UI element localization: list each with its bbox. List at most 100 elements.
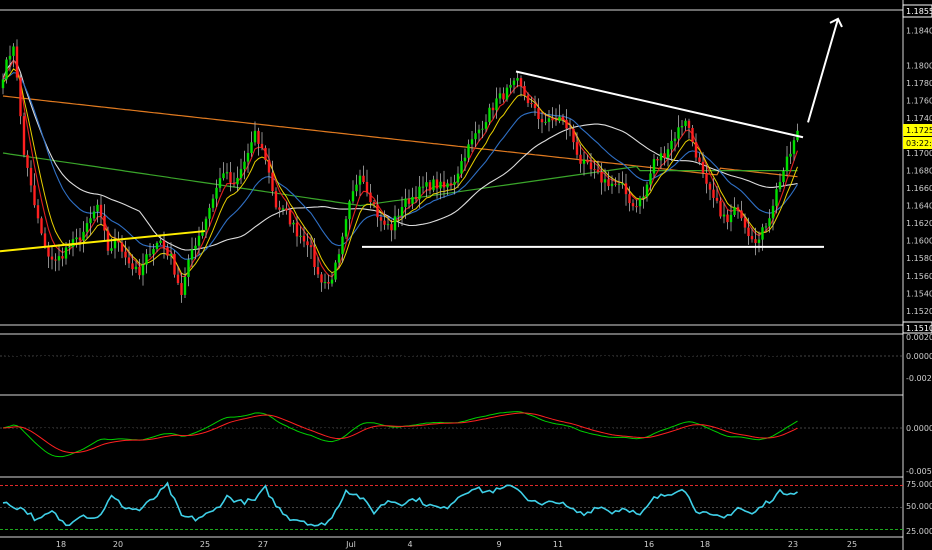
candle-body [656,159,659,161]
osc1-histogram-bar [303,356,305,368]
osc1-histogram-bar [429,353,431,356]
candle-body [246,152,250,162]
osc1-histogram-bar [12,351,15,356]
rsi-line [2,481,798,527]
osc2-histogram-bar [341,428,344,442]
candle-body [134,266,138,270]
osc2-histogram-bar [443,420,445,428]
osc1-histogram-bar [537,356,540,364]
osc1-histogram-bar [299,356,302,369]
candle-body [694,142,698,158]
candle-body [425,182,428,187]
osc2-histogram-bar [324,428,326,446]
osc1-histogram-bar [793,341,795,356]
price-tick-label: 1.16200 [906,219,932,228]
osc2-histogram-bar [453,421,456,428]
osc1-histogram-bar [670,346,673,356]
osc1-histogram-bar [79,352,81,356]
candle-body [603,179,607,183]
candle-body [362,175,365,182]
candle-body [729,214,733,223]
candle-body [278,207,281,210]
osc1-histogram-bar [173,353,176,356]
osc1-histogram-bar [443,354,445,356]
osc1-histogram-bar [674,346,676,356]
candle-body [197,235,201,246]
candle-body [159,240,162,243]
candle-body [561,116,565,120]
candle-body [775,189,778,206]
osc1-histogram-bar [180,356,183,358]
price-tick-label: 1.15400 [906,289,932,298]
osc1-histogram-bar [772,352,774,356]
candle-body [670,140,673,150]
candle-body [15,46,19,78]
osc1-tick-mid: 0.0000 [906,352,932,361]
candle-body [582,159,586,164]
candle-body [281,208,285,210]
osc2-histogram-bar [555,422,557,428]
candle-body [19,77,22,117]
candle-body [411,196,414,204]
osc1-histogram-bar [383,355,386,357]
ma-orange-line [2,95,798,178]
osc1-histogram-bar [275,356,277,365]
osc1-histogram-bar [103,345,106,356]
osc2-histogram-bar [488,410,491,428]
osc1-histogram-bar [170,351,172,356]
candle-body [351,191,355,202]
osc1-histogram-bar [201,348,204,356]
candle-body [757,239,761,243]
candle-body [313,247,316,268]
candle-body [173,253,176,275]
osc2-tick-mid: 0.0000 [906,424,932,433]
osc2-histogram-bar [275,417,277,428]
osc2-histogram-bar [23,428,25,433]
osc2-histogram-bar [527,409,529,428]
osc2-histogram-bar [149,428,151,442]
candle-body [75,237,78,240]
candle-body [505,87,509,100]
osc2-histogram-bar [58,428,60,467]
osc2-histogram-bar [530,411,533,428]
osc1-histogram-bar [110,350,113,356]
candle-body [71,239,75,247]
candle-body [257,130,260,144]
osc1-histogram-bar [401,356,403,357]
candle-body [610,183,614,187]
osc1-histogram-bar [397,356,400,358]
candle-body [36,205,40,219]
candle-body [565,119,568,129]
top-level-tag [902,4,932,18]
candle-body [180,283,183,295]
osc1-histogram-bar [737,356,739,362]
osc1-histogram-bar [698,355,701,356]
osc2-histogram-bar [278,420,281,428]
candle-body [68,246,71,248]
osc2-histogram-bar [320,428,323,444]
osc1-histogram-bar [523,356,526,357]
osc1-histogram-bar [236,348,239,356]
osc2-histogram-bar [541,417,543,428]
osc1-histogram-bar [306,356,309,368]
osc2-histogram-bar [208,425,211,428]
osc1-histogram-bar [474,350,477,356]
osc1-histogram-bar [222,342,225,356]
osc2-histogram-bar [793,421,795,428]
osc1-histogram-bar [96,343,99,356]
candle-body [120,242,124,252]
countdown-label: 03:22:19 [906,139,932,148]
price-tick-label: 1.17600 [906,96,932,105]
osc1-histogram-bar [348,346,351,356]
candle-body [778,182,782,190]
candle-body [747,227,750,237]
osc1-histogram-bar [450,355,452,356]
candle-body [113,240,117,249]
osc2-histogram-bar [54,428,57,467]
osc2-histogram-bar [369,420,372,428]
osc2-histogram-bar [226,413,228,428]
candle-body [484,122,488,129]
osc1-histogram-bar [488,349,491,356]
candle-body [124,251,127,258]
